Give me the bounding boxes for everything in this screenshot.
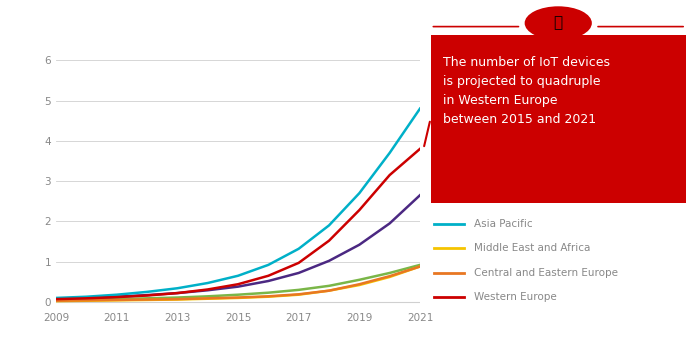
Asia Pacific — [82, 295, 90, 299]
Asia Pacific — [143, 290, 151, 294]
Asia Pacific — [325, 223, 333, 228]
Western Europe — [52, 297, 60, 301]
Middle East and Africa — [82, 299, 90, 303]
Western Europe — [355, 208, 363, 212]
Central and Eastern Europe — [143, 298, 151, 302]
Central and Eastern Europe — [52, 299, 60, 303]
North America — [82, 296, 90, 300]
Text: The number of IoT devices
is projected to quadruple
in Western Europe
between 20: The number of IoT devices is projected t… — [443, 56, 610, 126]
Western Europe — [204, 287, 212, 292]
Asia Pacific — [386, 151, 394, 155]
Latin America — [52, 298, 60, 302]
Central and Eastern Europe — [386, 274, 394, 278]
North America — [386, 221, 394, 225]
Central and Eastern Europe — [264, 294, 272, 299]
Asia Pacific — [295, 247, 303, 251]
Line: North America: North America — [56, 195, 420, 299]
Western Europe — [113, 295, 121, 299]
Text: Central and Eastern Europe: Central and Eastern Europe — [475, 268, 618, 278]
North America — [416, 193, 424, 197]
Middle East and Africa — [355, 283, 363, 287]
Latin America — [355, 278, 363, 282]
Asia Pacific — [234, 274, 242, 278]
Text: 🌍: 🌍 — [554, 16, 563, 30]
Text: Asia Pacific: Asia Pacific — [475, 219, 533, 229]
Western Europe — [416, 147, 424, 151]
Latin America — [204, 294, 212, 299]
Western Europe — [82, 296, 90, 300]
Western Europe — [173, 291, 181, 295]
Asia Pacific — [52, 296, 60, 300]
North America — [143, 293, 151, 297]
Text: North America: North America — [475, 194, 550, 204]
Western Europe — [325, 239, 333, 243]
North America — [52, 297, 60, 301]
Line: Western Europe: Western Europe — [56, 149, 420, 299]
Asia Pacific — [113, 293, 121, 297]
North America — [113, 295, 121, 299]
Middle East and Africa — [234, 296, 242, 300]
Latin America — [416, 263, 424, 267]
Middle East and Africa — [386, 275, 394, 279]
Middle East and Africa — [143, 298, 151, 302]
Latin America — [325, 284, 333, 288]
Latin America — [386, 271, 394, 275]
North America — [204, 288, 212, 292]
Central and Eastern Europe — [234, 295, 242, 300]
Asia Pacific — [264, 263, 272, 267]
Middle East and Africa — [113, 298, 121, 302]
Western Europe — [143, 293, 151, 298]
Text: Middle East and Africa: Middle East and Africa — [475, 243, 591, 253]
Line: Middle East and Africa: Middle East and Africa — [56, 266, 420, 301]
Latin America — [234, 293, 242, 297]
North America — [173, 291, 181, 295]
Asia Pacific — [204, 281, 212, 285]
North America — [234, 285, 242, 289]
Central and Eastern Europe — [204, 296, 212, 300]
Central and Eastern Europe — [325, 289, 333, 293]
North America — [325, 259, 333, 263]
Central and Eastern Europe — [355, 282, 363, 286]
North America — [295, 271, 303, 275]
Asia Pacific — [173, 286, 181, 290]
Text: Western Europe: Western Europe — [475, 292, 557, 302]
Line: Latin America: Latin America — [56, 265, 420, 300]
Western Europe — [386, 173, 394, 177]
Central and Eastern Europe — [295, 292, 303, 296]
Middle East and Africa — [204, 297, 212, 301]
Middle East and Africa — [264, 295, 272, 299]
Latin America — [113, 297, 121, 301]
Central and Eastern Europe — [416, 264, 424, 268]
Asia Pacific — [355, 191, 363, 195]
Line: Central and Eastern Europe: Central and Eastern Europe — [56, 266, 420, 301]
Latin America — [82, 298, 90, 302]
Western Europe — [264, 274, 272, 278]
Middle East and Africa — [173, 298, 181, 302]
Latin America — [264, 290, 272, 295]
Line: Asia Pacific: Asia Pacific — [56, 108, 420, 298]
Middle East and Africa — [52, 299, 60, 303]
Middle East and Africa — [295, 293, 303, 297]
Text: Latin America: Latin America — [475, 170, 547, 180]
Latin America — [295, 288, 303, 292]
Middle East and Africa — [325, 289, 333, 293]
Asia Pacific — [416, 106, 424, 111]
North America — [355, 243, 363, 247]
Middle East and Africa — [416, 264, 424, 268]
Central and Eastern Europe — [113, 298, 121, 302]
Central and Eastern Europe — [82, 298, 90, 302]
Latin America — [143, 296, 151, 300]
Western Europe — [234, 282, 242, 286]
Latin America — [173, 295, 181, 300]
Central and Eastern Europe — [173, 297, 181, 301]
Western Europe — [295, 261, 303, 265]
North America — [264, 279, 272, 283]
